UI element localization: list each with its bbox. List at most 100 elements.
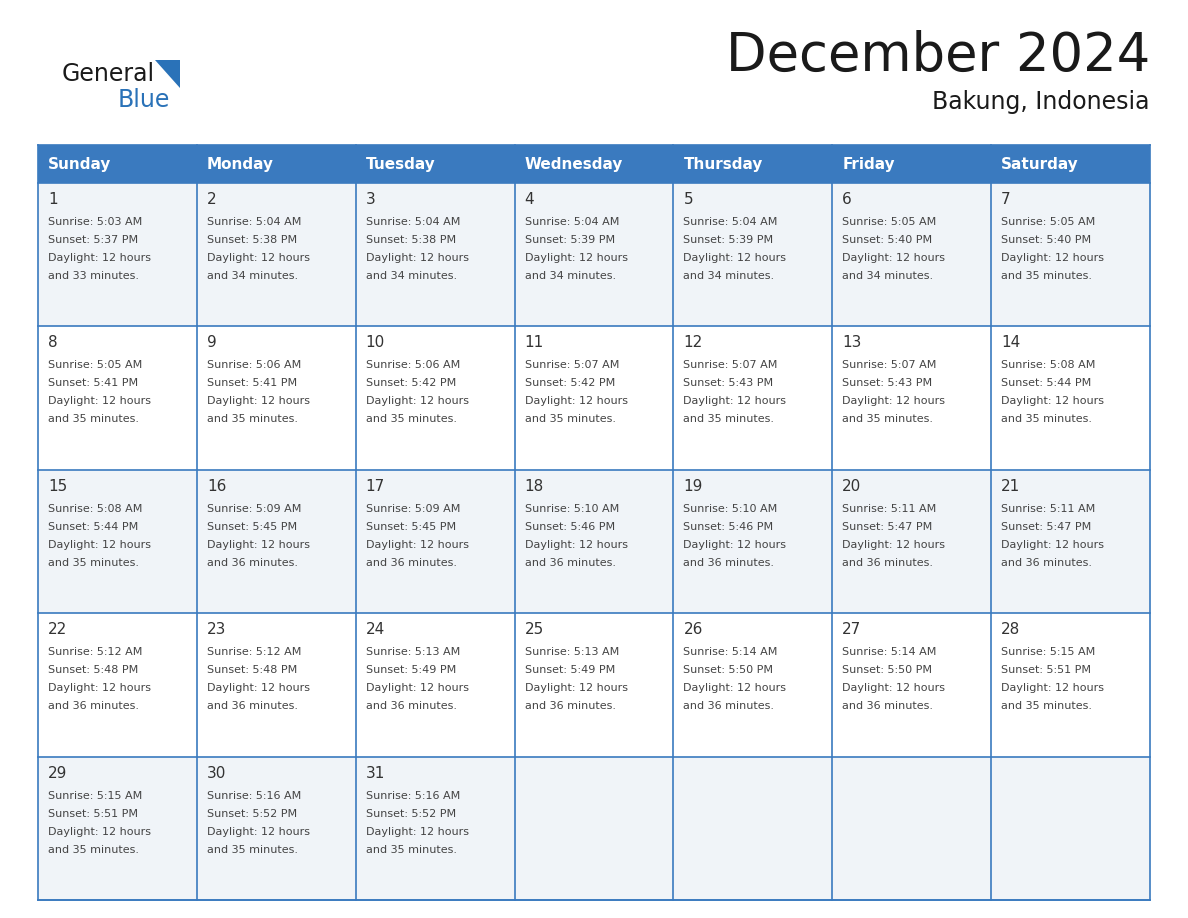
Text: Tuesday: Tuesday — [366, 156, 436, 172]
Text: and 35 minutes.: and 35 minutes. — [48, 558, 139, 568]
Text: Daylight: 12 hours: Daylight: 12 hours — [683, 683, 786, 693]
Text: Sunset: 5:50 PM: Sunset: 5:50 PM — [842, 666, 933, 676]
Text: Daylight: 12 hours: Daylight: 12 hours — [48, 397, 151, 407]
Text: and 35 minutes.: and 35 minutes. — [207, 845, 298, 855]
Text: and 35 minutes.: and 35 minutes. — [842, 414, 934, 424]
Text: Sunrise: 5:11 AM: Sunrise: 5:11 AM — [1001, 504, 1095, 514]
Text: Daylight: 12 hours: Daylight: 12 hours — [525, 397, 627, 407]
Text: 27: 27 — [842, 622, 861, 637]
Text: Daylight: 12 hours: Daylight: 12 hours — [842, 540, 946, 550]
Text: and 36 minutes.: and 36 minutes. — [525, 558, 615, 568]
Text: Sunrise: 5:04 AM: Sunrise: 5:04 AM — [683, 217, 778, 227]
Text: Sunrise: 5:10 AM: Sunrise: 5:10 AM — [683, 504, 778, 514]
Text: Sunrise: 5:05 AM: Sunrise: 5:05 AM — [1001, 217, 1095, 227]
Text: Sunrise: 5:14 AM: Sunrise: 5:14 AM — [683, 647, 778, 657]
Text: Sunset: 5:41 PM: Sunset: 5:41 PM — [48, 378, 138, 388]
Text: Sunset: 5:42 PM: Sunset: 5:42 PM — [366, 378, 456, 388]
Text: Daylight: 12 hours: Daylight: 12 hours — [207, 683, 310, 693]
Text: Daylight: 12 hours: Daylight: 12 hours — [1001, 397, 1104, 407]
Text: and 35 minutes.: and 35 minutes. — [48, 414, 139, 424]
Text: Bakung, Indonesia: Bakung, Indonesia — [933, 90, 1150, 114]
Polygon shape — [154, 60, 181, 88]
Text: and 35 minutes.: and 35 minutes. — [683, 414, 775, 424]
Text: Sunset: 5:38 PM: Sunset: 5:38 PM — [207, 235, 297, 245]
Text: 28: 28 — [1001, 622, 1020, 637]
Text: Thursday: Thursday — [683, 156, 763, 172]
Text: 2: 2 — [207, 192, 216, 207]
Text: Daylight: 12 hours: Daylight: 12 hours — [366, 540, 469, 550]
Text: Daylight: 12 hours: Daylight: 12 hours — [48, 253, 151, 263]
Bar — [38, 613, 1150, 756]
Text: 4: 4 — [525, 192, 535, 207]
Text: Sunset: 5:52 PM: Sunset: 5:52 PM — [366, 809, 456, 819]
Text: 7: 7 — [1001, 192, 1011, 207]
Text: Daylight: 12 hours: Daylight: 12 hours — [683, 540, 786, 550]
Text: Sunrise: 5:05 AM: Sunrise: 5:05 AM — [842, 217, 936, 227]
Text: 1: 1 — [48, 192, 58, 207]
Text: Daylight: 12 hours: Daylight: 12 hours — [525, 540, 627, 550]
Text: Daylight: 12 hours: Daylight: 12 hours — [48, 826, 151, 836]
Text: and 35 minutes.: and 35 minutes. — [366, 845, 456, 855]
Text: Sunrise: 5:15 AM: Sunrise: 5:15 AM — [1001, 647, 1095, 657]
Text: Daylight: 12 hours: Daylight: 12 hours — [525, 683, 627, 693]
Text: 5: 5 — [683, 192, 693, 207]
Text: Sunset: 5:47 PM: Sunset: 5:47 PM — [1001, 521, 1092, 532]
Text: Sunrise: 5:14 AM: Sunrise: 5:14 AM — [842, 647, 936, 657]
Text: Sunset: 5:47 PM: Sunset: 5:47 PM — [842, 521, 933, 532]
Text: Sunrise: 5:10 AM: Sunrise: 5:10 AM — [525, 504, 619, 514]
Text: 11: 11 — [525, 335, 544, 351]
Text: 15: 15 — [48, 479, 68, 494]
Text: Sunset: 5:48 PM: Sunset: 5:48 PM — [207, 666, 297, 676]
Bar — [38, 756, 1150, 900]
Text: December 2024: December 2024 — [726, 30, 1150, 82]
Text: Sunrise: 5:05 AM: Sunrise: 5:05 AM — [48, 361, 143, 370]
Text: Wednesday: Wednesday — [525, 156, 623, 172]
Text: Friday: Friday — [842, 156, 895, 172]
Text: Sunset: 5:48 PM: Sunset: 5:48 PM — [48, 666, 138, 676]
Text: 29: 29 — [48, 766, 68, 780]
Text: 23: 23 — [207, 622, 226, 637]
Text: Daylight: 12 hours: Daylight: 12 hours — [366, 826, 469, 836]
Text: and 36 minutes.: and 36 minutes. — [366, 701, 456, 711]
Text: Daylight: 12 hours: Daylight: 12 hours — [207, 540, 310, 550]
Text: 12: 12 — [683, 335, 702, 351]
Text: 31: 31 — [366, 766, 385, 780]
Text: Sunday: Sunday — [48, 156, 112, 172]
Text: 9: 9 — [207, 335, 216, 351]
Text: and 36 minutes.: and 36 minutes. — [683, 701, 775, 711]
Text: Sunrise: 5:04 AM: Sunrise: 5:04 AM — [366, 217, 460, 227]
Text: and 36 minutes.: and 36 minutes. — [207, 701, 298, 711]
Text: Sunset: 5:50 PM: Sunset: 5:50 PM — [683, 666, 773, 676]
Text: and 36 minutes.: and 36 minutes. — [683, 558, 775, 568]
Text: and 36 minutes.: and 36 minutes. — [1001, 558, 1092, 568]
Text: Sunset: 5:43 PM: Sunset: 5:43 PM — [842, 378, 933, 388]
Text: Sunset: 5:49 PM: Sunset: 5:49 PM — [366, 666, 456, 676]
Text: Daylight: 12 hours: Daylight: 12 hours — [525, 253, 627, 263]
Text: Blue: Blue — [118, 88, 170, 112]
Text: and 36 minutes.: and 36 minutes. — [48, 701, 139, 711]
Text: 13: 13 — [842, 335, 861, 351]
Text: Sunset: 5:46 PM: Sunset: 5:46 PM — [525, 521, 614, 532]
Text: Sunrise: 5:08 AM: Sunrise: 5:08 AM — [1001, 361, 1095, 370]
Bar — [38, 183, 1150, 327]
Text: and 36 minutes.: and 36 minutes. — [842, 558, 934, 568]
Text: 25: 25 — [525, 622, 544, 637]
Text: and 35 minutes.: and 35 minutes. — [1001, 701, 1092, 711]
Text: Saturday: Saturday — [1001, 156, 1079, 172]
Text: 30: 30 — [207, 766, 226, 780]
Text: and 35 minutes.: and 35 minutes. — [525, 414, 615, 424]
Text: and 35 minutes.: and 35 minutes. — [366, 414, 456, 424]
Text: Sunrise: 5:09 AM: Sunrise: 5:09 AM — [366, 504, 460, 514]
Text: Sunrise: 5:09 AM: Sunrise: 5:09 AM — [207, 504, 302, 514]
Text: Sunrise: 5:07 AM: Sunrise: 5:07 AM — [842, 361, 936, 370]
Text: Daylight: 12 hours: Daylight: 12 hours — [842, 397, 946, 407]
Text: Sunset: 5:52 PM: Sunset: 5:52 PM — [207, 809, 297, 819]
Text: Sunset: 5:39 PM: Sunset: 5:39 PM — [683, 235, 773, 245]
Text: Sunrise: 5:16 AM: Sunrise: 5:16 AM — [207, 790, 301, 800]
Text: Daylight: 12 hours: Daylight: 12 hours — [1001, 683, 1104, 693]
Text: Sunrise: 5:16 AM: Sunrise: 5:16 AM — [366, 790, 460, 800]
Text: Sunrise: 5:13 AM: Sunrise: 5:13 AM — [525, 647, 619, 657]
Text: Sunset: 5:39 PM: Sunset: 5:39 PM — [525, 235, 614, 245]
Text: Sunrise: 5:15 AM: Sunrise: 5:15 AM — [48, 790, 143, 800]
Text: Sunset: 5:37 PM: Sunset: 5:37 PM — [48, 235, 138, 245]
